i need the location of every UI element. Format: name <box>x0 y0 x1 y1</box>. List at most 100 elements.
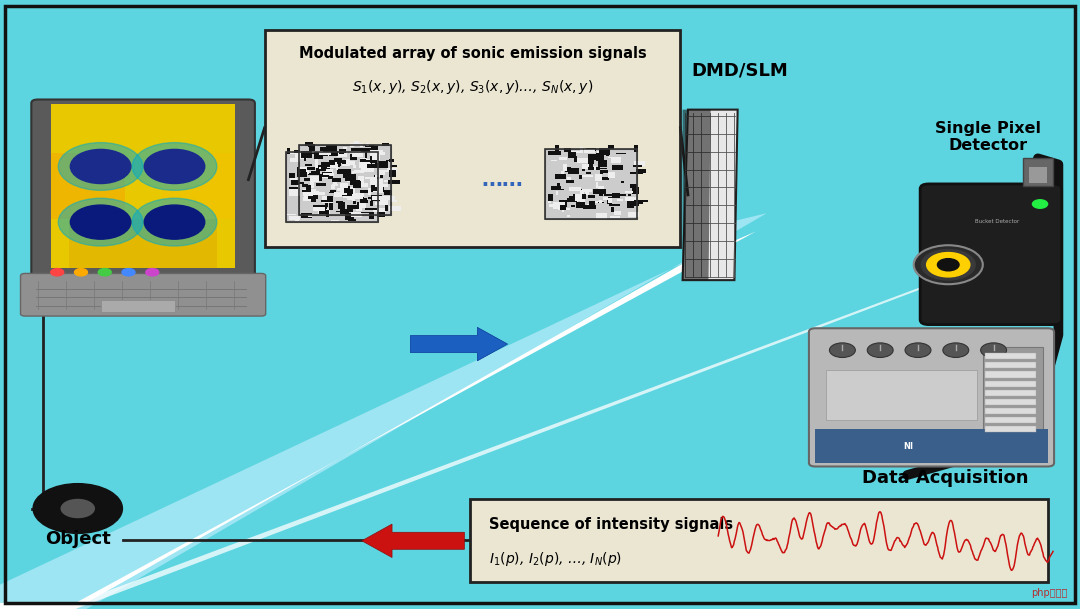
Bar <box>377 210 386 217</box>
Bar <box>588 195 595 199</box>
Circle shape <box>927 253 970 277</box>
Bar <box>555 191 558 195</box>
Bar <box>359 203 366 208</box>
Bar <box>375 202 382 205</box>
Bar <box>391 164 396 167</box>
Bar <box>303 195 308 199</box>
Bar <box>357 193 364 196</box>
Bar <box>373 152 384 155</box>
Bar <box>384 180 395 183</box>
Bar <box>295 154 307 160</box>
Bar <box>631 184 637 188</box>
Bar <box>287 214 296 215</box>
Bar <box>634 200 644 204</box>
Bar <box>604 194 612 196</box>
Bar <box>333 161 341 166</box>
Bar <box>361 166 374 172</box>
Bar <box>549 151 561 155</box>
Bar <box>321 151 330 156</box>
Bar <box>608 146 613 149</box>
FancyBboxPatch shape <box>21 273 266 316</box>
Bar <box>328 150 336 153</box>
Bar <box>594 166 596 171</box>
Bar <box>332 185 336 189</box>
Bar <box>630 172 640 174</box>
Circle shape <box>146 269 159 276</box>
Bar <box>365 177 372 178</box>
Bar <box>342 147 348 149</box>
Bar <box>599 168 607 169</box>
Bar <box>308 215 312 217</box>
Bar <box>616 153 626 154</box>
Polygon shape <box>0 213 767 609</box>
Bar <box>636 169 646 174</box>
Bar <box>320 147 332 151</box>
Bar <box>615 211 621 215</box>
Bar <box>985 390 1036 396</box>
Bar <box>319 165 330 172</box>
Bar <box>332 162 334 164</box>
Bar <box>553 202 565 209</box>
Bar <box>357 202 360 208</box>
Bar <box>608 205 620 206</box>
Bar <box>593 189 606 194</box>
Bar <box>361 143 363 147</box>
Bar <box>309 191 320 194</box>
Bar <box>582 169 585 171</box>
Bar <box>307 167 314 170</box>
Bar <box>573 199 578 202</box>
Bar <box>618 199 623 201</box>
Circle shape <box>921 250 975 280</box>
Bar <box>342 203 345 210</box>
Bar <box>607 197 612 204</box>
Bar <box>595 182 598 188</box>
Bar <box>565 167 570 172</box>
Bar <box>322 173 329 177</box>
Circle shape <box>132 199 217 246</box>
Bar <box>555 145 559 152</box>
Bar <box>289 187 297 189</box>
Bar <box>265 30 680 247</box>
Bar <box>352 171 354 177</box>
Bar <box>328 151 338 156</box>
Bar <box>319 152 330 155</box>
Bar <box>69 219 217 268</box>
Bar <box>337 169 346 172</box>
Bar <box>342 174 346 178</box>
Bar <box>588 158 594 164</box>
Bar <box>288 152 299 154</box>
Bar <box>384 191 392 195</box>
Bar <box>618 194 625 196</box>
Bar <box>360 183 367 187</box>
Bar <box>347 161 355 165</box>
Bar <box>351 206 354 208</box>
Bar <box>334 163 340 167</box>
Bar <box>318 208 329 214</box>
Bar <box>302 185 308 186</box>
Circle shape <box>58 199 143 246</box>
Bar <box>351 212 362 217</box>
Bar <box>315 151 328 156</box>
Bar <box>300 213 312 218</box>
Bar <box>985 362 1036 368</box>
Bar <box>354 170 364 174</box>
Bar <box>302 189 312 195</box>
Bar <box>325 171 327 174</box>
Bar <box>341 189 353 195</box>
Bar <box>567 216 570 217</box>
Bar <box>557 208 570 210</box>
Bar <box>374 208 386 212</box>
Bar <box>333 160 341 163</box>
Bar <box>367 164 376 168</box>
Bar <box>580 189 584 197</box>
Bar <box>346 209 349 216</box>
Bar <box>1029 167 1047 183</box>
Bar <box>323 166 335 168</box>
Bar <box>354 180 363 183</box>
Bar <box>314 152 323 159</box>
Bar <box>370 179 382 185</box>
Text: $I_1(p)$, $I_2(p)$, …, $I_N(p)$: $I_1(p)$, $I_2(p)$, …, $I_N(p)$ <box>489 549 622 568</box>
Bar <box>310 182 314 188</box>
Bar <box>580 189 583 192</box>
Bar <box>325 164 337 165</box>
